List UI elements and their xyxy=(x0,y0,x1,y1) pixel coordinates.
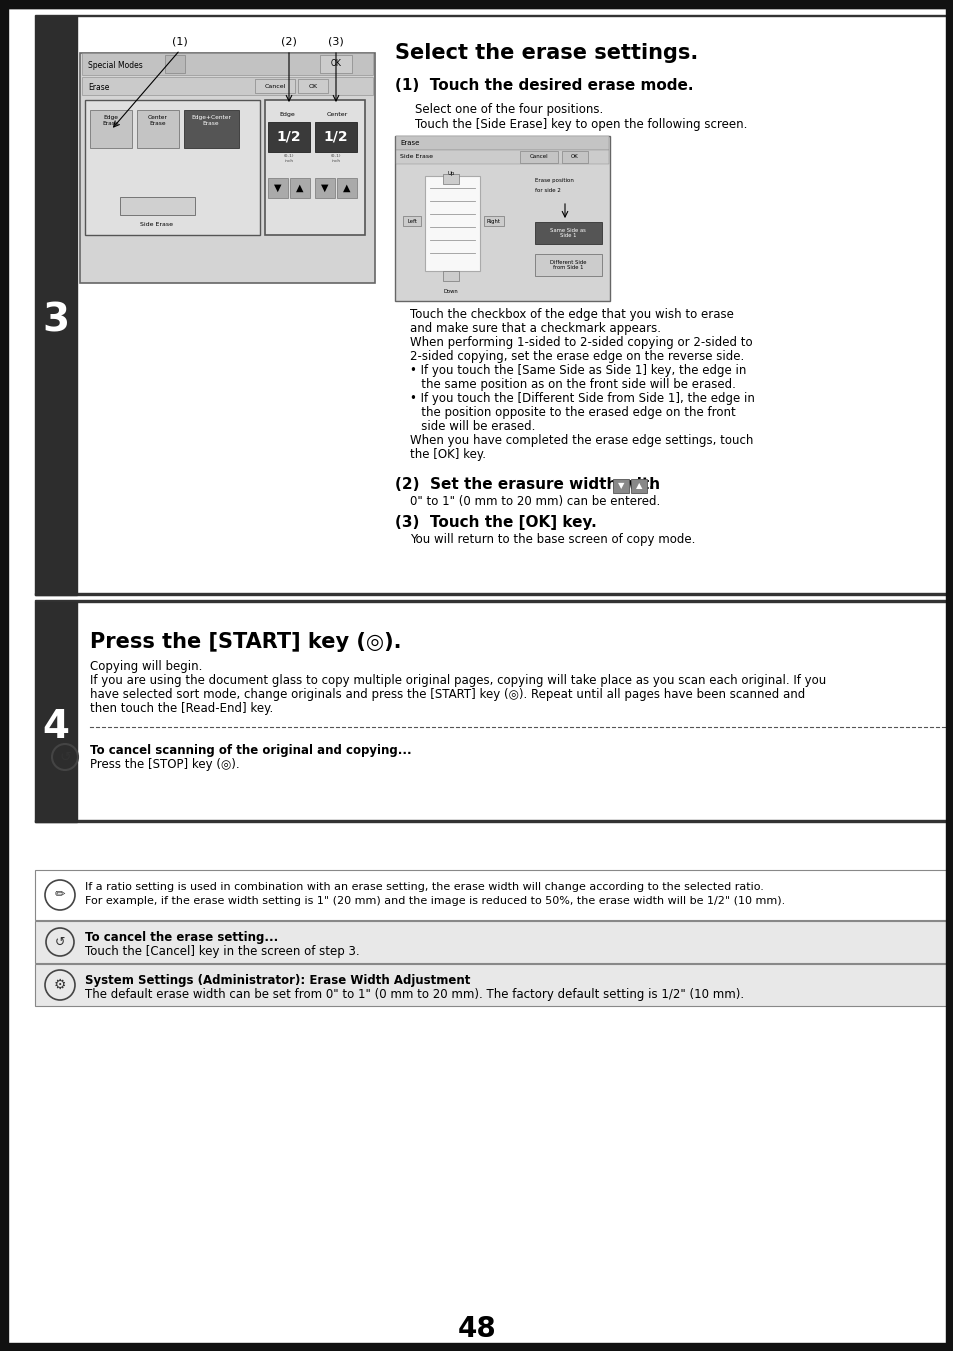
Text: • If you touch the [Different Side from Side 1], the edge in: • If you touch the [Different Side from … xyxy=(410,392,754,405)
Bar xyxy=(35,820,953,821)
Text: (3)  Touch the [OK] key.: (3) Touch the [OK] key. xyxy=(395,515,597,530)
Bar xyxy=(165,55,185,73)
Text: (0-1)
inch: (0-1) inch xyxy=(331,154,341,162)
Text: Side Erase: Side Erase xyxy=(399,154,433,159)
Text: Select the erase settings.: Select the erase settings. xyxy=(395,43,698,63)
Text: When performing 1-sided to 2-sided copying or 2-sided to: When performing 1-sided to 2-sided copyi… xyxy=(410,336,752,349)
Bar xyxy=(0,0,953,8)
Bar xyxy=(290,178,310,199)
Bar xyxy=(319,55,352,73)
Text: Erase: Erase xyxy=(399,141,419,146)
Text: • If you touch the [Same Side as Side 1] key, the edge in: • If you touch the [Same Side as Side 1]… xyxy=(410,363,745,377)
Bar xyxy=(0,1343,953,1351)
Text: the position opposite to the erased edge on the front: the position opposite to the erased edge… xyxy=(410,407,735,419)
Bar xyxy=(90,109,132,149)
Bar xyxy=(336,178,356,199)
Bar xyxy=(35,16,77,594)
Bar xyxy=(395,136,608,150)
Text: OK: OK xyxy=(331,59,341,69)
Text: The default erase width can be set from 0" to 1" (0 mm to 20 mm). The factory de: The default erase width can be set from … xyxy=(85,988,743,1001)
Text: OK: OK xyxy=(308,84,317,89)
Text: ▼: ▼ xyxy=(274,182,281,193)
Text: Center: Center xyxy=(326,112,347,118)
Bar xyxy=(483,216,503,226)
Text: Press the [STOP] key (◎).: Press the [STOP] key (◎). xyxy=(90,758,239,771)
Text: OK: OK xyxy=(571,154,578,159)
Bar xyxy=(80,53,375,282)
Text: ▲: ▲ xyxy=(635,481,641,490)
Text: System Settings (Administrator): Erase Width Adjustment: System Settings (Administrator): Erase W… xyxy=(85,974,470,988)
Bar xyxy=(35,593,953,594)
Text: ▼: ▼ xyxy=(321,182,329,193)
Text: To cancel scanning of the original and copying...: To cancel scanning of the original and c… xyxy=(90,744,411,757)
Text: 0" to 1" (0 mm to 20 mm) can be entered.: 0" to 1" (0 mm to 20 mm) can be entered. xyxy=(410,494,659,508)
Bar xyxy=(35,603,77,821)
Text: Cancel: Cancel xyxy=(529,154,548,159)
Text: Left: Left xyxy=(407,219,416,224)
Text: .: . xyxy=(648,477,654,492)
Text: the same position as on the front side will be erased.: the same position as on the front side w… xyxy=(410,378,735,390)
Text: If you are using the document glass to copy multiple original pages, copying wil: If you are using the document glass to c… xyxy=(90,674,825,688)
Text: Different Side
from Side 1: Different Side from Side 1 xyxy=(549,259,586,270)
Text: (0-1)
inch: (0-1) inch xyxy=(283,154,294,162)
Bar xyxy=(402,216,420,226)
Bar xyxy=(268,122,310,153)
Bar xyxy=(82,53,373,76)
Bar xyxy=(0,0,953,8)
Bar xyxy=(265,100,365,235)
Text: Press the [START] key (◎).: Press the [START] key (◎). xyxy=(90,632,401,653)
Bar xyxy=(85,100,260,235)
Bar xyxy=(35,15,953,16)
Bar xyxy=(314,178,335,199)
Text: ✏: ✏ xyxy=(54,889,65,901)
Bar xyxy=(0,0,8,1351)
Bar xyxy=(442,174,458,184)
Text: Edge: Edge xyxy=(279,112,294,118)
Text: the [OK] key.: the [OK] key. xyxy=(410,449,485,461)
Bar xyxy=(184,109,239,149)
Text: (1): (1) xyxy=(172,36,188,46)
Text: Erase position: Erase position xyxy=(535,178,574,182)
Text: Right: Right xyxy=(486,219,500,224)
Bar xyxy=(424,176,479,272)
Bar xyxy=(535,222,601,245)
Text: ▲: ▲ xyxy=(296,182,303,193)
Bar xyxy=(613,480,628,493)
Text: Touch the checkbox of the edge that you wish to erase: Touch the checkbox of the edge that you … xyxy=(410,308,733,322)
Bar xyxy=(254,78,294,93)
Text: then touch the [Read-End] key.: then touch the [Read-End] key. xyxy=(90,703,273,715)
Bar xyxy=(945,0,953,1351)
Bar xyxy=(82,77,373,95)
Bar xyxy=(35,921,953,963)
Bar xyxy=(35,870,953,920)
Text: To cancel the erase setting...: To cancel the erase setting... xyxy=(85,931,278,944)
Bar xyxy=(137,109,179,149)
Text: Up: Up xyxy=(447,172,455,176)
Bar xyxy=(519,151,558,163)
Text: You will return to the base screen of copy mode.: You will return to the base screen of co… xyxy=(410,534,695,546)
Text: ↺: ↺ xyxy=(54,935,65,948)
Bar xyxy=(630,480,646,493)
Text: ▲: ▲ xyxy=(343,182,351,193)
Text: 1/2: 1/2 xyxy=(276,130,301,145)
Text: Select one of the four positions.: Select one of the four positions. xyxy=(415,103,602,116)
Bar xyxy=(297,78,328,93)
Text: Special Modes: Special Modes xyxy=(88,61,143,69)
Text: (2)  Set the erasure width with: (2) Set the erasure width with xyxy=(395,477,659,492)
Text: 4: 4 xyxy=(43,708,70,746)
Text: Side Erase: Side Erase xyxy=(140,222,173,227)
Bar xyxy=(395,150,608,163)
Text: for side 2: for side 2 xyxy=(535,188,560,193)
Text: ⚙: ⚙ xyxy=(53,978,66,992)
Text: Touch the [Side Erase] key to open the following screen.: Touch the [Side Erase] key to open the f… xyxy=(415,118,746,131)
Bar xyxy=(314,122,356,153)
Bar xyxy=(442,272,458,281)
Text: 1/2: 1/2 xyxy=(323,130,348,145)
Bar xyxy=(268,178,288,199)
Text: and make sure that a checkmark appears.: and make sure that a checkmark appears. xyxy=(410,322,660,335)
Text: Edge
Erase: Edge Erase xyxy=(103,115,119,126)
Text: (3): (3) xyxy=(328,36,343,46)
Text: have selected sort mode, change originals and press the [START] key (◎). Repeat : have selected sort mode, change original… xyxy=(90,688,804,701)
Text: 2-sided copying, set the erase edge on the reverse side.: 2-sided copying, set the erase edge on t… xyxy=(410,350,743,363)
Text: 3: 3 xyxy=(42,303,70,340)
